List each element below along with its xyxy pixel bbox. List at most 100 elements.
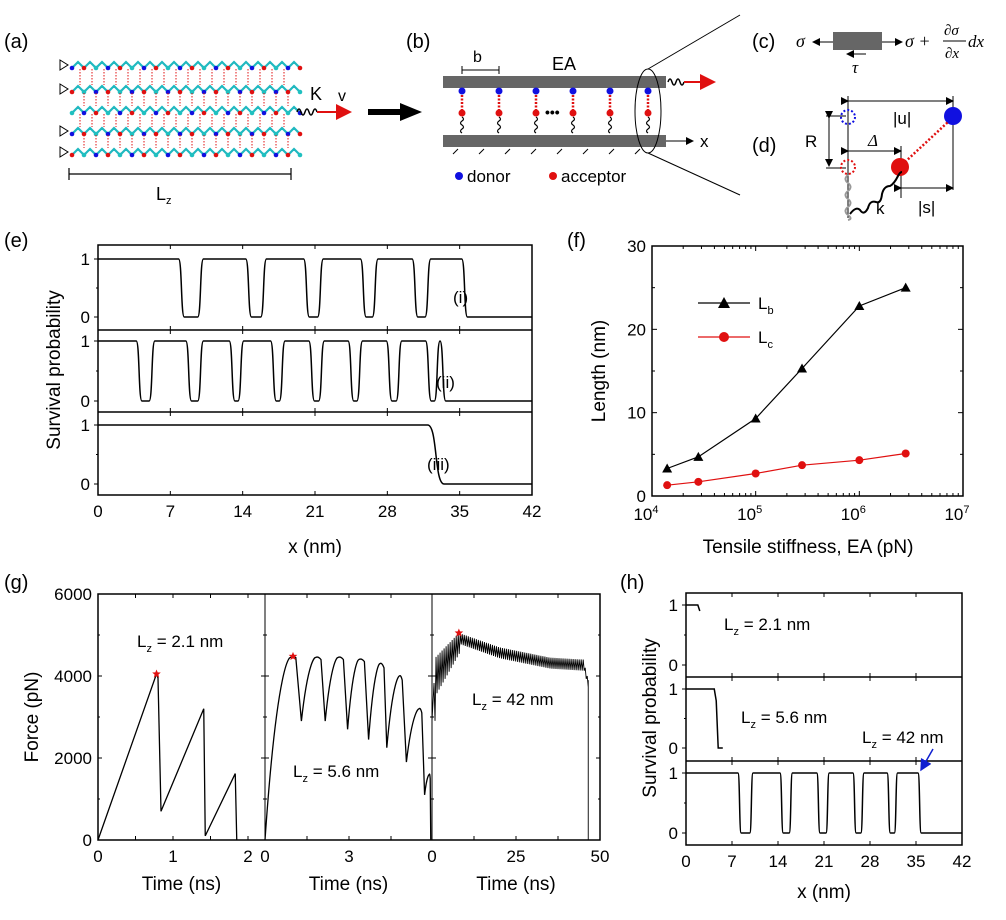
atom [117, 152, 123, 158]
donor-dot [458, 87, 466, 95]
atom [273, 65, 279, 71]
atom [249, 65, 255, 71]
hatch-mark [452, 148, 459, 155]
backbone-strand [71, 84, 301, 94]
x-tick-label: 14 [769, 852, 788, 871]
spring-icon [459, 116, 465, 134]
panel-d: (d) |u| R Δ k |s| [752, 96, 962, 221]
force-curve-1 [97, 672, 238, 841]
zoom-line-top [647, 14, 741, 70]
atom [165, 152, 171, 158]
x-tick-label: 35 [450, 502, 469, 521]
x-tick-label: 0 [260, 847, 269, 866]
atom [141, 65, 147, 71]
anchor-triangle-icon [59, 125, 69, 137]
atom [285, 89, 291, 95]
hydrogen-bond-array [458, 87, 652, 134]
acceptor-dot [532, 109, 540, 117]
u-label: |u| [893, 109, 911, 128]
g-xlabel-1: Time (ns) [142, 874, 222, 895]
atom [261, 110, 267, 116]
y-tick-label: 1 [669, 764, 678, 783]
atom [297, 89, 303, 95]
backbone-strand [71, 105, 301, 115]
atom [189, 89, 195, 95]
relaxed-spring-icon [844, 174, 852, 221]
atom [141, 110, 147, 116]
x-tick-label: 7 [727, 852, 736, 871]
pulling-spring-icon [296, 108, 318, 116]
series-line-L_b [666, 287, 906, 470]
atom [285, 152, 291, 158]
atom [249, 152, 255, 158]
spacing-label: b [473, 49, 482, 66]
atom [105, 131, 111, 137]
atom [201, 152, 207, 158]
y-tick-label: 0 [669, 656, 678, 675]
acceptor-dot [569, 109, 577, 117]
hatch-mark [530, 148, 537, 155]
atom [201, 110, 207, 116]
survival-curve-2 [686, 688, 723, 749]
atom [213, 65, 219, 71]
atom [225, 89, 231, 95]
x-tick-label: 25 [507, 847, 526, 866]
peak-star-icon [288, 651, 298, 660]
data-point-circle [901, 449, 910, 458]
y-tick-label: 0 [669, 739, 678, 758]
atom [105, 65, 111, 71]
g-annotation-lz-5-6: Lz = 5.6 nm [293, 762, 379, 785]
atom [165, 89, 171, 95]
y-tick-label: 6000 [54, 585, 92, 604]
atom [297, 65, 303, 71]
y-tick-label: 0 [637, 487, 646, 506]
atom [129, 65, 135, 71]
atom [201, 89, 207, 95]
x-tick-label: 0 [93, 502, 102, 521]
atom [153, 89, 159, 95]
atom [93, 152, 99, 158]
acceptor-dot [495, 109, 503, 117]
atom [69, 89, 75, 95]
atom [237, 131, 243, 137]
x-tick-label: 3 [344, 847, 353, 866]
atom [297, 131, 303, 137]
data-point-circle [751, 469, 760, 478]
e-xlabel: x (nm) [288, 537, 342, 558]
atom [69, 152, 75, 158]
panel-label-e: (e) [4, 230, 28, 252]
atom [261, 89, 267, 95]
atom [177, 131, 183, 137]
stress-left-label: σ [796, 31, 806, 51]
derivative-denominator: ∂x [945, 46, 959, 62]
atom [153, 131, 159, 137]
atom [141, 152, 147, 158]
atom [189, 65, 195, 71]
data-point-circle [855, 456, 864, 465]
atom [117, 89, 123, 95]
donor-dot [606, 87, 614, 95]
panel-label-d: (d) [752, 135, 776, 157]
hatch-mark [608, 148, 615, 155]
atom [261, 131, 267, 137]
x-tick-label: 105 [737, 504, 762, 524]
atom [93, 65, 99, 71]
y-tick-label: 10 [627, 404, 646, 423]
h-annotation-lz-2-1: Lz = 2.1 nm [724, 615, 810, 638]
panel-c: (c) σ τ σ + ∂σ ∂x dx [752, 23, 985, 77]
atom [177, 65, 183, 71]
plot-frame [97, 244, 533, 496]
atom [297, 152, 303, 158]
peak-star-icon [152, 669, 161, 678]
panel-label-b: (b) [406, 31, 430, 53]
atom [249, 131, 255, 137]
x-tick-label: 0 [681, 852, 690, 871]
atom [69, 110, 75, 116]
panel-b: (b) b EA ••• x donor acceptor [406, 14, 741, 196]
atom [117, 110, 123, 116]
atom [105, 152, 111, 158]
x-tick-label: 28 [378, 502, 397, 521]
donor-dot [569, 87, 577, 95]
